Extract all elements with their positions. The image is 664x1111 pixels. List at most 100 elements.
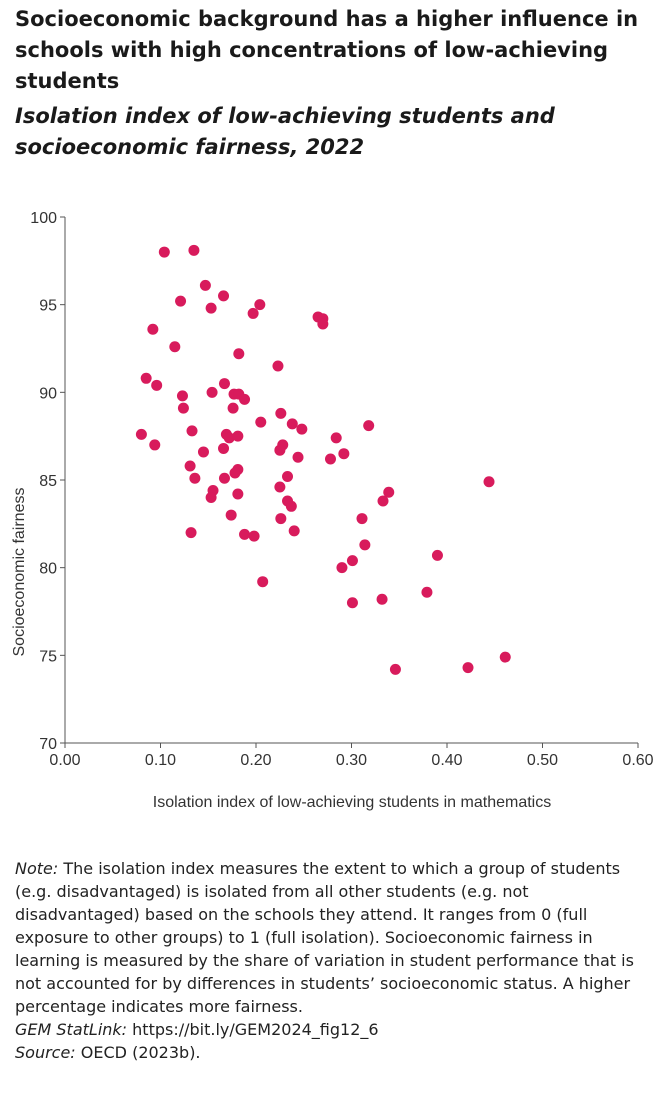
data-point bbox=[285, 500, 297, 512]
data-point bbox=[147, 323, 159, 335]
source-line: Source: OECD (2023b). bbox=[15, 1041, 655, 1064]
data-point bbox=[232, 488, 244, 500]
scatter-chart: 70 75 80 85 90 95 100 0.00 0.10 0.20 0.30 0.40 0.50… bbox=[11, 210, 654, 811]
data-point bbox=[288, 525, 300, 537]
data-point bbox=[239, 393, 251, 405]
y-tick-label: 100 bbox=[30, 210, 57, 227]
data-point bbox=[189, 472, 201, 484]
data-point bbox=[205, 302, 217, 314]
note-paragraph: Note: The isolation index measures the e… bbox=[15, 857, 655, 1018]
data-points bbox=[135, 244, 511, 675]
data-point bbox=[257, 576, 269, 588]
data-point bbox=[206, 386, 218, 398]
y-tick-label: 70 bbox=[39, 736, 57, 753]
statlink-url[interactable]: https://bit.ly/GEM2024_fig12_6 bbox=[127, 1020, 379, 1039]
data-point bbox=[363, 420, 375, 432]
chart-title: Socioeconomic background has a higher in… bbox=[15, 7, 639, 93]
data-point bbox=[247, 307, 259, 319]
note-label: Note: bbox=[15, 859, 59, 878]
data-point bbox=[205, 492, 217, 504]
chart-subtitle: Isolation index of low-achieving student… bbox=[15, 104, 555, 159]
data-point bbox=[232, 430, 244, 442]
data-point bbox=[286, 418, 298, 430]
data-point bbox=[186, 425, 198, 437]
data-point bbox=[149, 439, 161, 451]
y-axis: 70 75 80 85 90 95 100 bbox=[30, 210, 66, 753]
data-point bbox=[239, 528, 251, 540]
x-tick-label: 0.30 bbox=[336, 752, 367, 769]
data-point bbox=[218, 378, 230, 390]
data-point bbox=[176, 390, 188, 402]
data-point bbox=[483, 476, 495, 488]
data-point bbox=[275, 407, 287, 419]
data-point bbox=[292, 451, 304, 463]
x-tick-label: 0.10 bbox=[145, 752, 176, 769]
data-point bbox=[218, 290, 230, 302]
y-tick-label: 85 bbox=[39, 473, 57, 490]
x-tick-label: 0.40 bbox=[431, 752, 462, 769]
data-point bbox=[282, 470, 294, 482]
data-point bbox=[225, 509, 237, 521]
data-point bbox=[376, 593, 388, 605]
data-point bbox=[272, 360, 284, 372]
data-point bbox=[199, 279, 211, 291]
data-point bbox=[197, 446, 209, 458]
x-axis: 0.00 0.10 0.20 0.30 0.40 0.50 0.60 bbox=[49, 742, 654, 769]
data-point bbox=[184, 460, 196, 472]
data-point bbox=[421, 586, 433, 598]
statlink-label: GEM StatLink: bbox=[15, 1020, 128, 1039]
data-point bbox=[188, 244, 200, 256]
data-point bbox=[254, 299, 266, 311]
data-point bbox=[324, 453, 336, 465]
data-point bbox=[218, 442, 230, 454]
data-point bbox=[330, 432, 342, 444]
y-tick-label: 95 bbox=[39, 298, 57, 315]
data-point bbox=[248, 530, 260, 542]
data-point bbox=[218, 472, 230, 484]
y-axis-label: Socioeconomic fairness bbox=[11, 488, 28, 657]
data-point bbox=[175, 295, 187, 307]
data-point bbox=[223, 432, 235, 444]
x-tick-label: 0.00 bbox=[49, 752, 80, 769]
data-point bbox=[275, 513, 287, 525]
data-point bbox=[227, 402, 239, 414]
data-point bbox=[499, 651, 511, 663]
data-point bbox=[317, 318, 329, 330]
data-point bbox=[255, 416, 267, 428]
y-tick-label: 75 bbox=[39, 648, 57, 665]
data-point bbox=[356, 513, 368, 525]
x-tick-label: 0.60 bbox=[622, 752, 653, 769]
data-point bbox=[338, 448, 350, 460]
data-point bbox=[274, 481, 286, 493]
data-point bbox=[177, 402, 189, 414]
data-point bbox=[346, 597, 358, 609]
data-point bbox=[383, 486, 395, 498]
data-point bbox=[233, 348, 245, 360]
data-point bbox=[135, 428, 147, 440]
data-point bbox=[185, 527, 197, 539]
x-axis-label: Isolation index of low-achieving student… bbox=[153, 794, 551, 811]
data-point bbox=[296, 423, 308, 435]
data-point bbox=[359, 539, 371, 551]
data-point bbox=[140, 372, 152, 384]
notes-block: Note: The isolation index measures the e… bbox=[15, 857, 655, 1064]
data-point bbox=[229, 467, 241, 479]
source-label: Source: bbox=[15, 1043, 76, 1062]
note-text: The isolation index measures the extent … bbox=[15, 859, 634, 1016]
x-tick-label: 0.20 bbox=[240, 752, 271, 769]
statlink-line: GEM StatLink: https://bit.ly/GEM2024_fig… bbox=[15, 1018, 655, 1041]
y-tick-label: 90 bbox=[39, 385, 57, 402]
data-point bbox=[377, 495, 389, 507]
data-point bbox=[336, 562, 348, 574]
x-tick-label: 0.50 bbox=[527, 752, 558, 769]
data-point bbox=[389, 663, 401, 675]
data-point bbox=[169, 341, 181, 353]
data-point bbox=[431, 549, 443, 561]
data-point bbox=[158, 246, 170, 258]
source-text: OECD (2023b). bbox=[75, 1043, 201, 1062]
data-point bbox=[274, 444, 286, 456]
data-point bbox=[462, 662, 474, 674]
data-point bbox=[346, 555, 358, 567]
y-tick-label: 80 bbox=[39, 561, 57, 578]
data-point bbox=[151, 379, 163, 391]
